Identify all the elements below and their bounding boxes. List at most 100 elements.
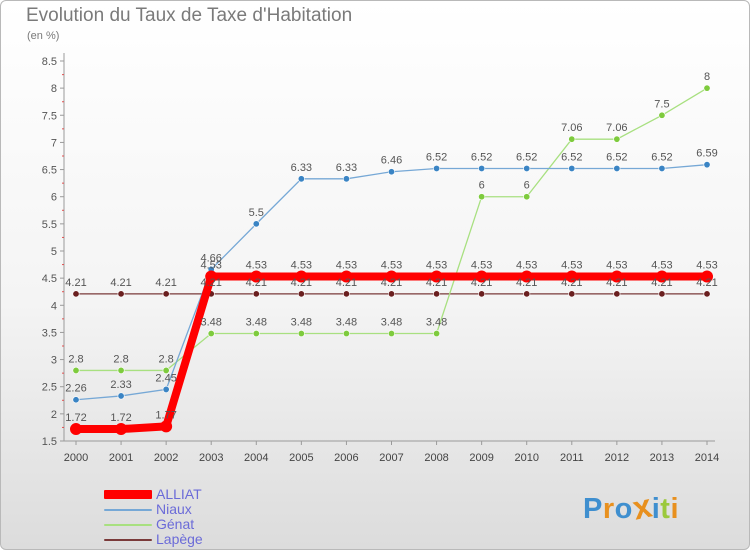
data-label-niaux: 6.52 (606, 151, 627, 163)
y-tick-label: 4.5 (42, 273, 57, 285)
data-point-alliat (250, 270, 263, 283)
x-tick-label: 2011 (560, 452, 584, 464)
data-point-alliat (295, 270, 308, 283)
data-point-alliat (701, 270, 713, 283)
x-tick-label: 2003 (199, 452, 223, 464)
data-point-alliat (475, 270, 488, 283)
data-label-alliat: 4.53 (291, 260, 312, 272)
data-label-alliat: 4.53 (561, 260, 582, 272)
data-label-lapge: 4.21 (291, 277, 312, 289)
x-tick-label: 2008 (424, 452, 448, 464)
data-point-lapge (162, 290, 170, 298)
data-label-lapge: 4.21 (65, 277, 86, 289)
data-point-gnat (658, 111, 666, 119)
data-point-niaux (658, 164, 666, 172)
data-point-gnat (433, 330, 441, 338)
data-point-gnat (523, 193, 531, 201)
y-tick-label: 1.5 (42, 436, 57, 448)
data-point-niaux (252, 220, 260, 228)
legend-label: Niaux (156, 501, 192, 517)
legend-swatch (104, 490, 152, 499)
data-label-niaux: 6.33 (336, 162, 357, 174)
x-tick-label: 2005 (289, 452, 313, 464)
data-point-alliat (520, 270, 533, 283)
data-label-alliat: 1.72 (65, 412, 86, 424)
legend-item-alliat: ALLIAT (104, 486, 304, 502)
y-tick-label: 4 (51, 300, 57, 312)
data-label-niaux: 5.5 (249, 207, 264, 219)
data-label-gnat: 6 (524, 180, 530, 192)
data-label-niaux: 6.52 (516, 151, 537, 163)
data-point-gnat (478, 193, 486, 201)
data-point-lapge (342, 290, 350, 298)
y-tick-label: 6.5 (42, 165, 57, 177)
data-point-niaux (162, 385, 170, 393)
data-label-lapge: 4.21 (651, 277, 672, 289)
y-tick-label: 5.5 (42, 219, 57, 231)
logo-letter: r (602, 493, 615, 525)
y-tick-label: 7.5 (42, 110, 57, 122)
x-tick-label: 2013 (650, 452, 674, 464)
y-tick-label: 3.5 (42, 327, 57, 339)
series-lines-group (70, 84, 713, 436)
legend-label: ALLIAT (156, 486, 202, 502)
data-label-alliat: 4.53 (606, 260, 627, 272)
legend-swatch (104, 524, 152, 526)
data-point-lapge (297, 290, 305, 298)
data-point-lapge (478, 290, 486, 298)
data-point-lapge (117, 290, 125, 298)
data-point-lapge (523, 290, 531, 298)
data-label-lapge: 4.21 (381, 277, 402, 289)
data-point-niaux (72, 396, 80, 404)
data-point-gnat (703, 84, 711, 92)
data-label-niaux: 2.33 (110, 379, 131, 391)
y-tick-label: 5 (51, 246, 57, 258)
legend-label: Lapège (156, 531, 203, 547)
logo-letter: P (583, 493, 603, 525)
data-point-niaux (297, 175, 305, 183)
data-label-niaux: 6.52 (651, 151, 672, 163)
data-label-lapge: 4.21 (110, 277, 131, 289)
x-tick-label: 2009 (469, 452, 493, 464)
data-label-alliat: 1.72 (110, 412, 131, 424)
logo-letter: i (651, 493, 661, 525)
data-label-lapge: 4.21 (696, 277, 717, 289)
data-label-lapge: 4.21 (561, 277, 582, 289)
data-point-lapge (387, 290, 395, 298)
data-point-niaux (342, 175, 350, 183)
data-label-lapge: 4.21 (606, 277, 627, 289)
legend-label: Génat (156, 516, 195, 532)
data-point-gnat (72, 366, 80, 374)
legend-item-gnat: Génat (104, 516, 304, 532)
data-label-gnat: 7.5 (654, 98, 669, 110)
data-label-gnat: 7.06 (561, 122, 582, 134)
y-tick-label: 2 (51, 409, 57, 421)
x-tick-label: 2004 (244, 452, 268, 464)
x-tick-label: 2010 (514, 452, 538, 464)
data-point-niaux (568, 164, 576, 172)
proxiti-logo: Proxiti (583, 486, 680, 526)
data-label-niaux: 6.52 (426, 151, 447, 163)
data-point-alliat (610, 270, 623, 283)
data-point-lapge (72, 290, 80, 298)
data-point-lapge (568, 290, 576, 298)
data-label-gnat: 3.48 (336, 317, 357, 329)
data-point-alliat (205, 270, 218, 283)
data-label-alliat: 4.53 (696, 260, 717, 272)
data-point-lapge (613, 290, 621, 298)
data-point-gnat (117, 366, 125, 374)
data-label-lapge: 4.21 (201, 277, 222, 289)
logo-letter: i (670, 493, 680, 525)
data-label-niaux: 6.52 (561, 151, 582, 163)
x-tick-label: 2002 (154, 452, 178, 464)
data-label-niaux: 6.59 (696, 148, 717, 160)
legend-item-lapge: Lapège (104, 531, 304, 547)
data-label-gnat: 7.06 (606, 122, 627, 134)
data-label-niaux: 6.52 (471, 151, 492, 163)
data-label-alliat: 4.53 (381, 260, 402, 272)
data-label-niaux: 2.26 (65, 383, 86, 395)
data-label-alliat: 4.53 (201, 260, 222, 272)
data-point-alliat (70, 423, 82, 436)
